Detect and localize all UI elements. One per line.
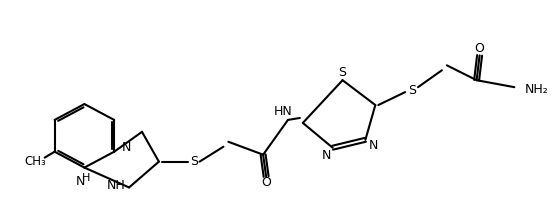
Text: H: H [82, 172, 91, 183]
Text: O: O [475, 42, 485, 55]
Text: HN: HN [274, 105, 293, 119]
Text: NH: NH [107, 179, 125, 192]
Text: N: N [322, 149, 331, 162]
Text: S: S [338, 66, 347, 79]
Text: N: N [369, 139, 378, 152]
Text: N: N [76, 175, 85, 188]
Text: N: N [122, 141, 131, 154]
Text: NH₂: NH₂ [524, 83, 548, 96]
Text: S: S [190, 155, 198, 168]
Text: O: O [261, 176, 271, 189]
Text: CH₃: CH₃ [24, 155, 46, 168]
Text: S: S [408, 84, 416, 97]
